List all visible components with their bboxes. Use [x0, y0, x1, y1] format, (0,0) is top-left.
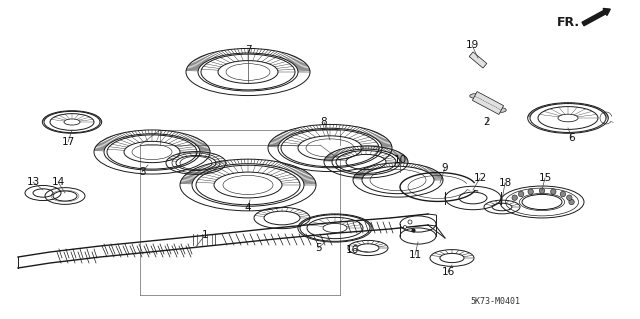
- Text: 17: 17: [61, 137, 75, 147]
- Ellipse shape: [496, 108, 506, 112]
- Text: 4: 4: [244, 203, 252, 213]
- Circle shape: [528, 189, 533, 194]
- Circle shape: [560, 191, 566, 197]
- Circle shape: [550, 189, 556, 194]
- Text: 16: 16: [442, 267, 454, 277]
- Text: 6: 6: [569, 133, 575, 143]
- Text: FR.: FR.: [557, 16, 580, 28]
- Polygon shape: [472, 92, 504, 115]
- Polygon shape: [469, 52, 487, 68]
- Circle shape: [540, 188, 545, 194]
- Circle shape: [518, 191, 524, 197]
- Text: 10: 10: [394, 155, 406, 165]
- Text: 15: 15: [538, 173, 552, 183]
- Text: 18: 18: [499, 178, 511, 188]
- Text: 2: 2: [484, 117, 490, 127]
- Text: 19: 19: [465, 40, 479, 50]
- Text: 1: 1: [202, 230, 208, 240]
- Circle shape: [569, 199, 574, 205]
- Circle shape: [403, 226, 406, 228]
- Circle shape: [408, 220, 412, 224]
- Circle shape: [566, 195, 572, 200]
- Text: 8: 8: [321, 117, 327, 127]
- Text: 11: 11: [408, 250, 422, 260]
- Text: 12: 12: [474, 173, 486, 183]
- Text: 3: 3: [139, 167, 145, 177]
- Text: 13: 13: [26, 177, 40, 187]
- Text: 9: 9: [442, 163, 448, 173]
- Text: 7: 7: [244, 45, 252, 55]
- Text: 5: 5: [315, 243, 321, 253]
- Text: 14: 14: [51, 177, 65, 187]
- FancyArrow shape: [582, 9, 611, 26]
- Ellipse shape: [470, 94, 480, 98]
- Text: 5K73-M0401: 5K73-M0401: [470, 298, 520, 307]
- Text: 16: 16: [346, 245, 358, 255]
- Circle shape: [512, 195, 517, 200]
